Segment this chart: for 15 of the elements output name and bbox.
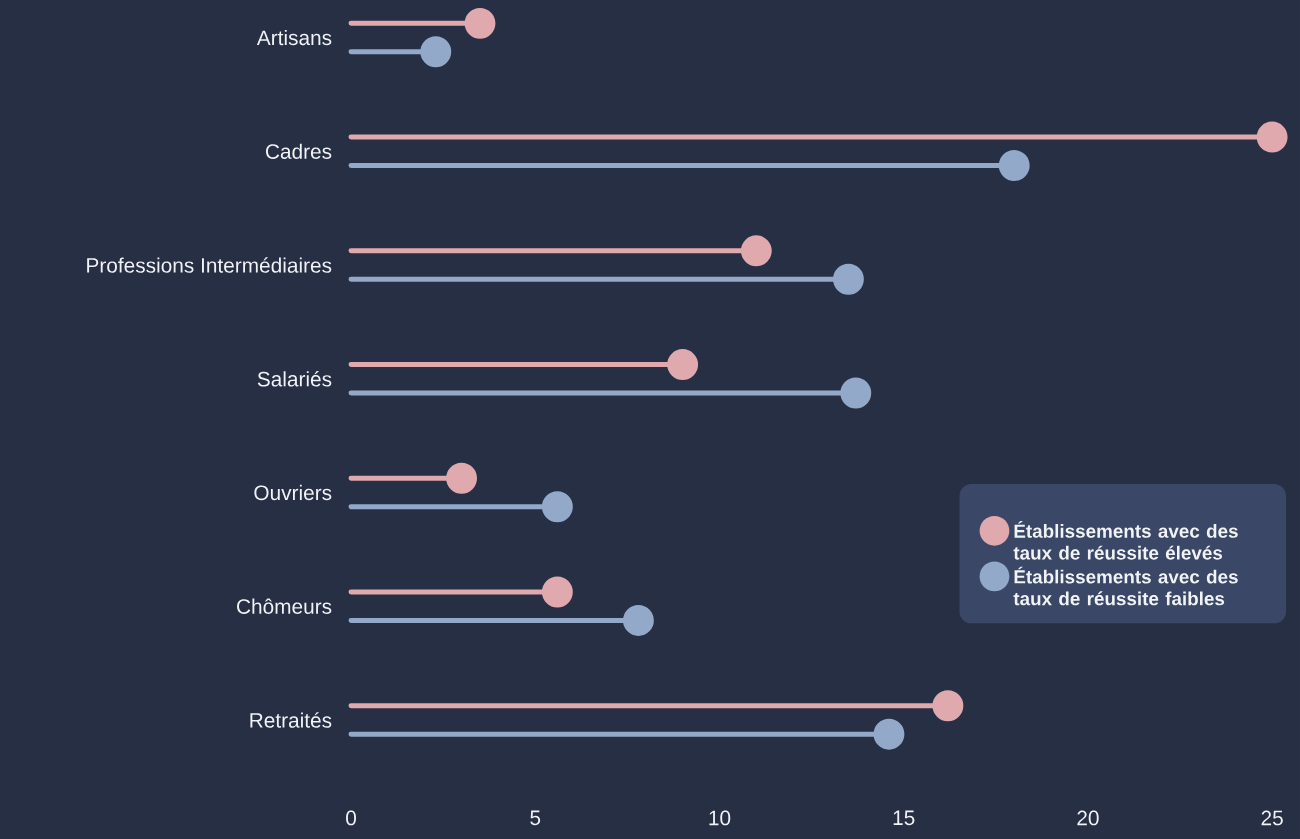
legend-label: Établissements avec des taux de réussite élevés xyxy=(1013,520,1238,560)
y-tick-label: Artisans xyxy=(256,29,332,45)
x-tick-label: 15 xyxy=(893,810,915,825)
y-tick-label: Cadres xyxy=(265,143,332,159)
x-tick-label: 5 xyxy=(530,810,541,825)
y-tick-label: Ouvriers xyxy=(254,484,332,500)
legend-label: Établissements avec des taux de réussite faibles xyxy=(1013,566,1238,606)
y-tick-label: Professions Intermédiaires xyxy=(87,257,332,273)
x-tick-label: 0 xyxy=(346,810,357,826)
y-tick-label: Chômeurs xyxy=(237,598,332,614)
y-tick-label: Salariés xyxy=(257,370,332,387)
x-tick-label: 20 xyxy=(1077,810,1099,826)
x-tick-label: 10 xyxy=(709,810,731,826)
y-tick-label: Retraités xyxy=(250,712,332,728)
x-tick-label: 25 xyxy=(1261,810,1283,826)
